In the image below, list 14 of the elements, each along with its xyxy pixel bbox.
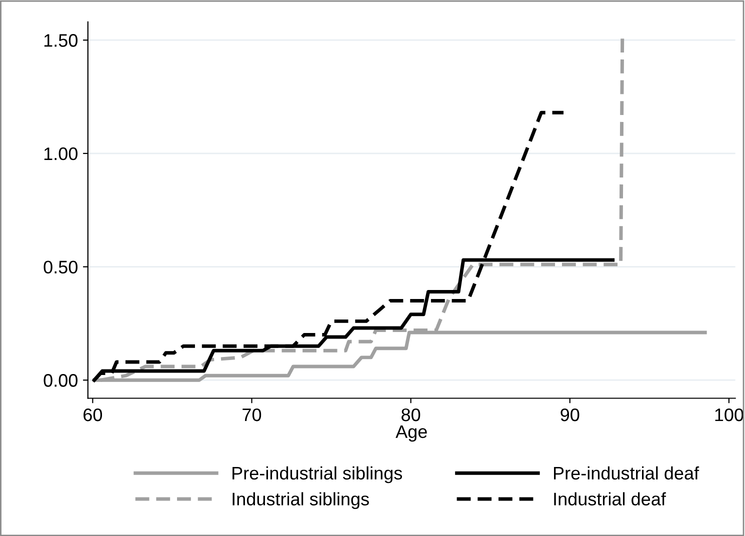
- x-tick-label: 100: [715, 408, 744, 422]
- x-tick-label: 80: [402, 408, 420, 422]
- y-tick-label: 1.50: [44, 34, 78, 47]
- legend-label: Pre-industrial deaf: [554, 466, 700, 480]
- x-tick-label: 90: [560, 408, 580, 422]
- y-tick-label: 0.00: [44, 374, 78, 387]
- legend-label: Industrial siblings: [232, 492, 369, 510]
- y-tick-label: 0.50: [44, 260, 78, 274]
- legend-label: Pre-industrial siblings: [232, 466, 402, 484]
- y-tick-label: 1.00: [44, 147, 78, 160]
- legend-label: Industrial deaf: [554, 492, 666, 506]
- x-axis-title: Age: [396, 425, 427, 442]
- x-tick-label: 60: [84, 408, 102, 422]
- x-tick-label: 70: [242, 408, 262, 422]
